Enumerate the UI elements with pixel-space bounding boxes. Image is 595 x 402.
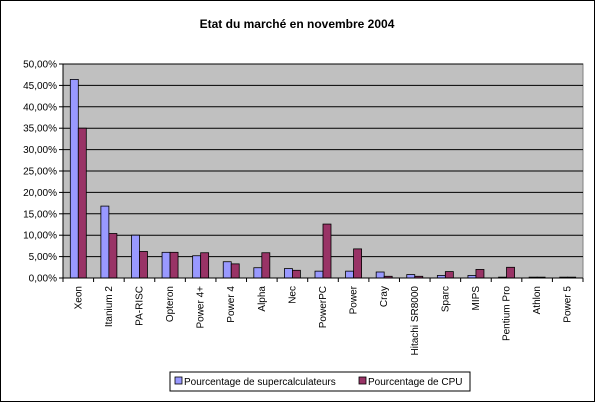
legend-box — [169, 371, 471, 392]
y-tick-label: 20,00% — [23, 188, 57, 199]
bar-cpu — [322, 223, 332, 279]
x-tick-label: Opteron — [165, 286, 176, 322]
x-tick-label: Power 4 — [226, 286, 237, 323]
bar-supercalc — [161, 251, 171, 279]
bar-cpu — [506, 266, 515, 279]
y-tick-label: 25,00% — [23, 167, 57, 178]
bar-supercalc — [192, 255, 202, 279]
bar-supercalc — [222, 261, 232, 279]
y-tick-labels: 0,00% 5,00% 10,00% 15,00% 20,00% 25,00% 30,00%… — [23, 60, 57, 285]
x-tick-label: Sparc — [440, 286, 451, 312]
y-tick-label: 5,00% — [29, 252, 57, 263]
y-tick-label: 40,00% — [23, 102, 57, 113]
bar-supercalc — [100, 205, 110, 279]
bar-cpu — [261, 252, 271, 279]
legend-label-1: Pourcentage de CPU — [368, 377, 463, 388]
x-tick-label: Hitachi SR8000 — [410, 286, 421, 356]
x-tick-label: Athlon — [532, 286, 543, 314]
x-tick-label: Power 5 — [563, 286, 574, 323]
bar-cpu — [77, 127, 87, 279]
bar-cpu — [169, 251, 179, 279]
x-tick-label: Power — [349, 285, 360, 314]
x-tick-labels: Xeon Itanium 2 PA-RISC Opteron Power 4+ Power… — [73, 285, 573, 355]
chart-title: Etat du marché en novembre 2004 — [200, 17, 395, 31]
x-tick-label: PA-RISC — [134, 286, 145, 326]
y-tick-label: 0,00% — [29, 274, 57, 285]
bar-supercalc — [375, 271, 385, 279]
bar-supercalc — [345, 270, 354, 279]
x-tick-label: PowerPC — [318, 286, 329, 328]
y-tick-label: 45,00% — [23, 81, 57, 92]
y-tick-label: 30,00% — [23, 145, 57, 156]
bar-supercalc — [314, 270, 324, 279]
x-tick-label: Cray — [379, 286, 390, 307]
x-tick-label: Itanium 2 — [104, 286, 115, 328]
x-tick-label: Power 4+ — [196, 286, 207, 329]
y-tick-label: 50,00% — [23, 60, 57, 71]
bar-supercalc — [69, 79, 79, 279]
bar-supercalc — [284, 268, 293, 279]
x-tick-label: Nec — [287, 286, 298, 304]
bar-supercalc — [406, 274, 416, 279]
bar-cpu — [200, 252, 210, 279]
bar-cpu — [230, 263, 240, 279]
bar-cpu — [475, 269, 485, 279]
x-tick-label: MIPS — [471, 286, 482, 311]
legend: Pourcentage de supercalculateurs Pourcen… — [169, 371, 471, 392]
x-tick-label: Pentium Pro — [502, 286, 513, 341]
legend-swatch-0 — [174, 376, 183, 385]
legend-swatch-1 — [358, 376, 367, 385]
bar-supercalc — [131, 234, 140, 279]
x-tick-label: Xeon — [73, 286, 84, 309]
bar-cpu — [292, 269, 301, 279]
x-tick-label: Alpha — [257, 286, 268, 312]
legend-label-0: Pourcentage de supercalculateurs — [184, 377, 336, 388]
bar-cpu — [139, 251, 148, 279]
y-tick-label: 10,00% — [23, 231, 57, 242]
y-tick-label: 35,00% — [23, 124, 57, 135]
bar-cpu — [108, 233, 118, 279]
axes — [62, 64, 584, 282]
bar-supercalc — [253, 267, 263, 279]
bar-cpu — [444, 271, 454, 279]
bar-cpu — [353, 248, 362, 279]
y-tick-label: 15,00% — [23, 209, 57, 220]
